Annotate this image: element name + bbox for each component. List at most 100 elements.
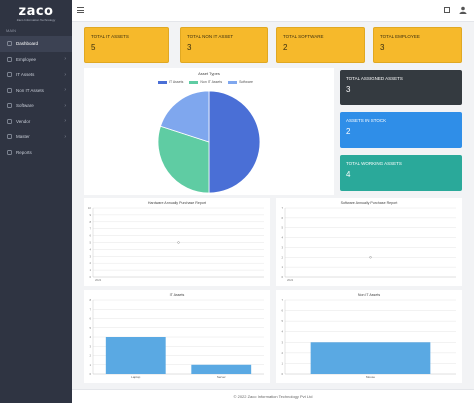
legend-label: IT Assets [169, 80, 184, 84]
stat-card-it-assets[interactable]: TOTAL IT ASSETS 5 [84, 27, 169, 63]
y-tick-label: 8 [89, 220, 91, 224]
sidebar-item-label: Software [16, 103, 34, 109]
chart-title: Hardware Annually Purchase Report [148, 201, 206, 205]
sidebar-item-dashboard[interactable]: Dashboard [0, 36, 72, 52]
brand-name: zaco [18, 4, 54, 19]
y-tick-label: 10 [88, 206, 92, 210]
sidebar-item-vendor[interactable]: Vendor › [0, 114, 72, 130]
stat-card-assigned-assets[interactable]: TOTAL ASSIGNED ASSETS 3 [340, 70, 462, 105]
stat-card-assets-in-stock[interactable]: ASSETS IN STOCK 2 [340, 112, 462, 148]
laptop-icon [6, 72, 12, 78]
chevron-right-icon: › [64, 87, 66, 94]
sidebar-item-label: Vendor [16, 118, 31, 124]
stat-label: TOTAL NON IT ASSET [187, 34, 234, 39]
sidebar-item-label: Reports [16, 149, 32, 155]
brand-tagline: Zaco Information Technology [16, 18, 56, 22]
y-tick-label: 4 [281, 236, 283, 240]
non-it-assets-chart: Non IT Assets 0 1 2 3 4 5 6 7 Mouse [281, 293, 456, 379]
bar-laptop[interactable] [105, 337, 166, 374]
y-tick-label: 5 [281, 319, 283, 323]
y-tick-label: 1 [281, 265, 283, 269]
topbar [72, 0, 474, 22]
stat-card-employee[interactable]: TOTAL EMPLOYEE 3 [373, 27, 462, 63]
sidebar-item-reports[interactable]: Reports [0, 145, 72, 161]
x-tick-label: Server [217, 375, 226, 379]
it-assets-panel: IT Assets 0 1 2 3 4 5 6 7 8 Laptop Server [84, 290, 270, 383]
data-point[interactable] [177, 241, 180, 244]
brand-logo[interactable]: zaco Zaco Information Technology [0, 4, 72, 22]
fullscreen-icon[interactable] [444, 7, 450, 13]
pie-slice-it-assets[interactable] [208, 90, 261, 194]
sidebar-item-master[interactable]: Master › [0, 129, 72, 145]
y-tick-label: 5 [281, 226, 283, 230]
chevron-right-icon: › [64, 133, 66, 140]
y-tick-label: 5 [89, 241, 91, 245]
box-icon [6, 87, 12, 93]
sidebar-item-label: Non IT Assets [16, 87, 44, 93]
bar-server[interactable] [191, 364, 252, 374]
user-icon[interactable] [459, 6, 467, 14]
y-tick-label: 7 [281, 206, 283, 210]
chart-title: Software Annually Purchase Report [341, 201, 398, 205]
sidebar-item-label: IT Assets [16, 72, 35, 78]
stat-label: TOTAL SOFTWARE [283, 34, 324, 39]
stat-card-working-assets[interactable]: TOTAL WORKING ASSETS 4 [340, 155, 462, 191]
chart-title: Non IT Assets [358, 293, 381, 297]
sidebar-item-it-assets[interactable]: IT Assets › [0, 67, 72, 83]
hardware-purchase-panel: Hardware Annually Purchase Report 0 1 2 3 4 5 6… [84, 198, 270, 286]
y-tick-label: 7 [89, 227, 91, 231]
data-point[interactable] [369, 256, 372, 259]
sidebar-item-label: Employee [16, 56, 37, 62]
dashboard-icon [6, 41, 12, 47]
stat-card-software[interactable]: TOTAL SOFTWARE 2 [276, 27, 365, 63]
stat-label: TOTAL EMPLOYEE [380, 34, 420, 39]
pie-legend: IT Assets Non IT Assets Software [158, 80, 253, 84]
y-tick-label: 2 [89, 261, 91, 265]
stat-label: TOTAL WORKING ASSETS [346, 161, 402, 166]
y-tick-label: 7 [281, 298, 283, 302]
legend-item-it[interactable]: IT Assets [158, 80, 183, 84]
sidebar-item-non-it-assets[interactable]: Non IT Assets › [0, 83, 72, 99]
software-purchase-chart: Software Annually Purchase Report 0 1 2 3 4 5 6… [281, 201, 456, 282]
x-tick-label: 2022 [95, 278, 102, 282]
sidebar-item-software[interactable]: Software › [0, 98, 72, 114]
stat-value: 5 [91, 43, 96, 52]
chevron-right-icon: › [64, 71, 66, 78]
legend-item-non-it[interactable]: Non IT Assets [189, 80, 222, 84]
x-tick-label: Mouse [366, 375, 375, 379]
x-tick-label: 2022 [287, 278, 294, 282]
menu-title: MAIN [6, 28, 16, 33]
x-tick-label: Laptop [131, 375, 141, 379]
y-tick-label: 2 [281, 351, 283, 355]
footer: © 2022 Zaco Information Technology Pvt L… [72, 389, 474, 403]
sidebar-item-label: Master [16, 134, 30, 140]
y-tick-label: 3 [89, 254, 91, 258]
y-tick-label: 5 [89, 326, 91, 330]
sidebar-item-employee[interactable]: Employee › [0, 52, 72, 68]
stat-value: 2 [346, 127, 351, 136]
pie-slice-non-it-assets[interactable] [157, 125, 210, 194]
pie-slice-software[interactable] [159, 90, 210, 143]
asset-types-panel: Asset Types IT Assets Non IT Assets Soft… [84, 68, 334, 195]
hardware-purchase-chart: Hardware Annually Purchase Report 0 1 2 3 4 5 6… [88, 201, 264, 282]
menu-toggle-icon[interactable] [77, 7, 84, 13]
y-tick-label: 6 [281, 309, 283, 313]
y-tick-label: 2 [281, 255, 283, 259]
stat-label: TOTAL ASSIGNED ASSETS [346, 76, 403, 81]
y-tick-label: 6 [89, 234, 91, 238]
y-tick-label: 0 [281, 372, 283, 376]
it-assets-chart: IT Assets 0 1 2 3 4 5 6 7 8 Laptop Server [89, 293, 264, 379]
stat-card-non-it-asset[interactable]: TOTAL NON IT ASSET 3 [180, 27, 268, 63]
reports-icon [6, 149, 12, 155]
y-tick-label: 3 [281, 340, 283, 344]
stat-value: 3 [380, 43, 385, 52]
software-purchase-panel: Software Annually Purchase Report 0 1 2 3 4 5 6… [276, 198, 462, 286]
sidebar-nav: Dashboard Employee › IT Assets › Non IT Asset… [0, 36, 72, 160]
sidebar-item-label: Dashboard [16, 41, 39, 47]
y-tick-label: 4 [89, 335, 91, 339]
stat-label: TOTAL IT ASSETS [91, 34, 129, 39]
y-tick-label: 0 [281, 275, 283, 279]
chevron-right-icon: › [64, 56, 66, 63]
legend-item-software[interactable]: Software [228, 80, 253, 84]
bar-mouse[interactable] [310, 342, 431, 374]
